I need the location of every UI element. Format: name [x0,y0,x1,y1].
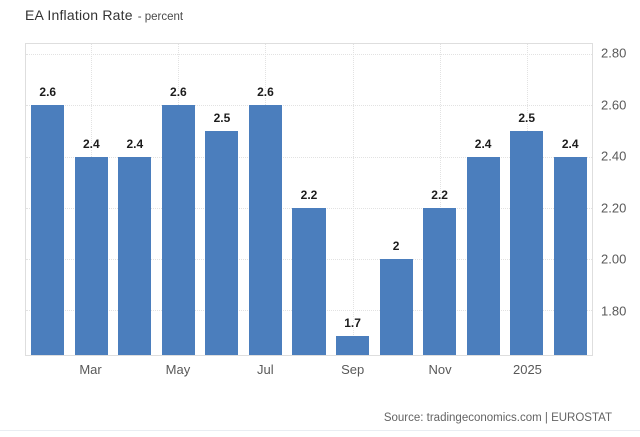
bar[interactable] [510,130,544,355]
x-tick-label: 2025 [512,362,542,377]
bar-value-label: 1.7 [344,316,361,331]
x-tick-label: Sep [341,362,365,377]
y-axis: 2.80 2.60 2.40 2.20 2.00 1.80 [601,43,639,356]
horizontal-gridline [26,105,592,107]
bar-value-label: 2.2 [300,187,318,202]
bar[interactable] [248,105,282,355]
bar-value-label: 2.5 [518,110,536,125]
y-tick-label: 2.00 [601,251,627,267]
source-attribution: Source: tradingeconomics.com | EUROSTAT [383,412,612,424]
bar[interactable] [31,105,65,355]
bar[interactable] [335,336,370,355]
horizontal-gridline [26,53,592,55]
bar-value-label: 2.6 [39,85,57,100]
x-tick-label: Jul [256,362,274,377]
bar[interactable] [74,156,108,355]
bar-value-label: 2.5 [213,110,231,125]
y-tick-label: 2.80 [601,45,627,61]
bar-value-label: 2.6 [170,85,187,100]
y-tick-label: 2.20 [601,200,627,216]
x-tick-label: Mar [79,362,102,377]
bar[interactable] [553,156,587,355]
bar-value-label: 2 [392,239,400,254]
bar-value-label: 2.4 [82,136,100,151]
bar[interactable] [161,105,195,355]
x-tick-label: Nov [428,362,452,377]
chart-title: EA Inflation Rate [25,7,133,23]
chart-title-row: EA Inflation Rate - percent [25,7,183,25]
y-tick-label: 2.40 [601,148,627,164]
chart-subtitle: - percent [137,11,184,23]
bar[interactable] [292,207,326,355]
bar[interactable] [379,259,413,355]
bar[interactable] [205,130,239,355]
bar[interactable] [423,207,457,355]
bar[interactable] [118,156,152,355]
plot-area: 2.6 2.4 2.4 2.6 2.5 2.6 2.2 1.7 2 2.2 2.4 2.5 2.4 [25,43,593,356]
vertical-gridline [439,44,441,355]
y-tick-label: 1.80 [601,303,627,319]
horizontal-gridline [26,156,592,158]
y-tick-label: 2.60 [601,97,627,113]
x-tick-label: May [165,362,191,377]
bar-value-label: 2.4 [561,136,579,151]
x-axis: Mar May Jul Sep Nov 2025 [25,359,593,379]
vertical-gridline [352,44,354,355]
bar-value-label: 2.6 [257,85,274,100]
bar[interactable] [466,156,500,355]
bar-value-label: 2.4 [126,136,144,151]
bottom-divider [0,430,640,431]
bar-value-label: 2.4 [474,136,492,151]
bar-value-label: 2.2 [431,187,448,202]
